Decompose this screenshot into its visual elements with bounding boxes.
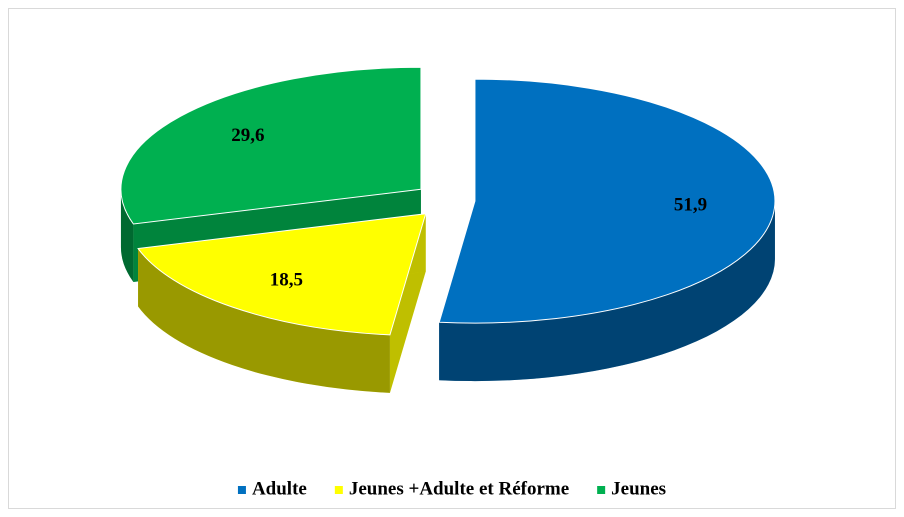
slice-side <box>439 201 775 382</box>
pie: 51,9 18,5 29,6 <box>120 66 776 393</box>
slice-top <box>438 78 776 324</box>
legend-label: Jeunes <box>611 478 666 499</box>
legend: Adulte Jeunes +Adulte et Réforme Jeunes <box>237 478 666 499</box>
legend-label: Jeunes +Adulte et Réforme <box>349 478 569 499</box>
slice-side-shade <box>120 189 134 283</box>
slice-side-shade <box>439 201 775 382</box>
legend-label: Adulte <box>252 478 307 499</box>
legend-marker <box>334 486 343 494</box>
data-label: 51,9 <box>674 195 707 216</box>
slice <box>438 78 776 382</box>
data-label: 29,6 <box>231 125 264 146</box>
data-label: 18,5 <box>270 269 303 290</box>
legend-marker <box>237 486 246 494</box>
slice <box>137 213 427 393</box>
slice-side <box>138 248 390 393</box>
slice-top <box>120 66 422 225</box>
slice-top <box>137 213 427 336</box>
legend-marker <box>597 486 606 494</box>
slice-side <box>120 189 134 283</box>
slice-side-shade <box>138 248 390 393</box>
